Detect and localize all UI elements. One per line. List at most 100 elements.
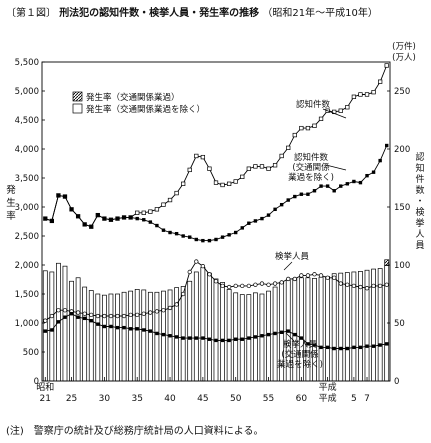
line-recognized-point xyxy=(141,210,146,215)
bar-rate-excl-traffic xyxy=(351,271,357,382)
legend-label-hatched: 発生率（交通関係業過） xyxy=(86,92,180,103)
bar-rate-excl-traffic xyxy=(101,294,107,382)
line-recognized-point xyxy=(345,105,350,110)
bar-rate-excl-traffic xyxy=(193,271,199,382)
y-right-tick-label: 100 xyxy=(394,261,410,271)
x-era-label-showa: 昭和 xyxy=(36,382,54,393)
line-arrested-point xyxy=(213,279,219,284)
line-arrested-excl-traffic-point xyxy=(96,322,100,326)
figure-number: 〔第１図〕 xyxy=(6,8,56,19)
line-arrested-excl-traffic-point xyxy=(56,320,61,324)
line-recognized-point xyxy=(378,79,383,84)
bar-rate-excl-traffic xyxy=(62,265,68,382)
bar-rate-excl-traffic xyxy=(121,291,127,382)
line-recognized-excl-traffic-point xyxy=(168,230,172,235)
line-recognized-excl-traffic-point xyxy=(214,237,218,242)
line-arrested-point xyxy=(384,282,389,287)
bar-rate-excl-traffic xyxy=(128,290,134,382)
line-arrested-excl-traffic-point xyxy=(122,325,126,330)
line-arrested-excl-traffic-point xyxy=(352,345,356,350)
bar-rate-excl-traffic xyxy=(82,286,88,382)
annotation-arrested-leader xyxy=(283,261,293,271)
y-right-title-char: 検 xyxy=(415,206,424,218)
line-arrested-excl-traffic-point xyxy=(109,324,113,329)
line-arrested-point xyxy=(364,286,370,291)
line-recognized-excl-traffic-point xyxy=(69,207,74,212)
line-recognized-point xyxy=(371,90,376,95)
line-arrested-excl-traffic-point xyxy=(227,338,231,343)
line-recognized-point xyxy=(266,166,271,171)
annotation-arrested-excl-leader xyxy=(285,332,295,342)
annotation-arrested-excl: (交通関係 xyxy=(281,349,319,360)
line-arrested-point xyxy=(56,308,61,313)
x-tick-label: 50 xyxy=(230,394,242,404)
line-recognized-excl-traffic-point xyxy=(96,213,100,217)
x-tick-label: 30 xyxy=(99,394,111,404)
line-recognized-point xyxy=(384,63,389,68)
figure-title: 〔第１図〕 刑法犯の認知件数・検挙人員・発生率の推移 （昭和21年～平成10年） xyxy=(6,4,378,19)
line-recognized-excl-traffic-point xyxy=(365,173,369,178)
annotation-arrested-excl: 検挙人員 xyxy=(283,339,318,350)
line-recognized-excl-traffic-point xyxy=(63,194,67,199)
x-tick-label: 60 xyxy=(296,394,308,404)
line-recognized-excl-traffic-point xyxy=(319,184,323,188)
line-arrested-point xyxy=(75,310,81,315)
line-recognized-excl-traffic-point xyxy=(332,189,336,193)
line-recognized-excl-traffic-point xyxy=(312,189,317,193)
line-arrested-point xyxy=(226,284,232,290)
bar-rate-excl-traffic xyxy=(141,289,147,382)
line-arrested-excl-traffic-point xyxy=(279,330,284,334)
line-arrested-point xyxy=(148,310,153,315)
bar-rate-excl-traffic xyxy=(259,293,265,382)
line-arrested-point xyxy=(299,273,304,278)
line-arrested-excl-traffic-point xyxy=(253,335,258,339)
line-arrested-point xyxy=(345,282,350,287)
line-arrested-excl-traffic-point xyxy=(365,344,369,348)
line-arrested-excl-traffic-point xyxy=(325,345,330,350)
line-arrested-excl-traffic-point xyxy=(174,335,179,339)
figure-title-text: 刑法犯の認知件数・検挙人員・発生率の推移 xyxy=(59,8,260,19)
line-recognized-point xyxy=(135,210,140,215)
line-recognized-point xyxy=(338,108,343,113)
line-arrested-point xyxy=(358,284,363,290)
line-arrested-point xyxy=(161,308,166,313)
line-recognized-excl-traffic-point xyxy=(279,202,284,207)
line-recognized-excl-traffic-point xyxy=(233,230,238,235)
bar-rate-excl-traffic xyxy=(42,270,48,382)
x-tick-label: 55 xyxy=(263,394,274,404)
line-arrested-point xyxy=(338,281,343,286)
x-tick-label: 5 xyxy=(351,394,357,404)
bar-rate-excl-traffic xyxy=(338,272,344,382)
line-recognized-point xyxy=(233,179,238,184)
line-arrested-point xyxy=(279,280,284,285)
bar-rate-excl-traffic xyxy=(49,271,55,382)
y-right-title-char: ・ xyxy=(415,197,424,207)
line-arrested-excl-traffic-point xyxy=(312,343,317,347)
line-arrested-point xyxy=(89,312,94,318)
line-recognized-excl-traffic-point xyxy=(266,213,271,217)
line-recognized-excl-traffic-point xyxy=(201,238,205,243)
line-arrested-excl-traffic-point xyxy=(266,332,271,337)
line-arrested-point xyxy=(259,281,265,286)
line-arrested-point xyxy=(154,309,160,314)
bar-rate-excl-traffic xyxy=(88,290,94,382)
y-left-tick-label: 3,000 xyxy=(15,203,39,213)
bar-rate-excl-traffic xyxy=(187,280,193,382)
line-arrested-excl-traffic-point xyxy=(260,334,264,338)
bar-rate-excl-traffic xyxy=(154,291,160,382)
y-left-title-char: 生 xyxy=(6,197,16,209)
line-arrested-point xyxy=(141,311,146,316)
line-recognized-excl-traffic-point xyxy=(220,235,225,239)
line-arrested-point xyxy=(187,269,192,275)
line-arrested-point xyxy=(371,283,376,289)
line-recognized-excl-traffic-point xyxy=(135,216,139,221)
line-recognized-excl-traffic-point xyxy=(56,193,61,198)
line-recognized-excl-traffic-point xyxy=(82,222,87,227)
line-recognized-point xyxy=(305,125,311,131)
y-right-unit: (万人) xyxy=(392,53,416,63)
line-recognized-point xyxy=(161,202,166,207)
line-recognized-point xyxy=(364,92,370,97)
y-right-title-char: 知 xyxy=(415,162,424,174)
line-recognized-point xyxy=(174,190,179,196)
line-recognized-excl-traffic-point xyxy=(115,216,120,221)
